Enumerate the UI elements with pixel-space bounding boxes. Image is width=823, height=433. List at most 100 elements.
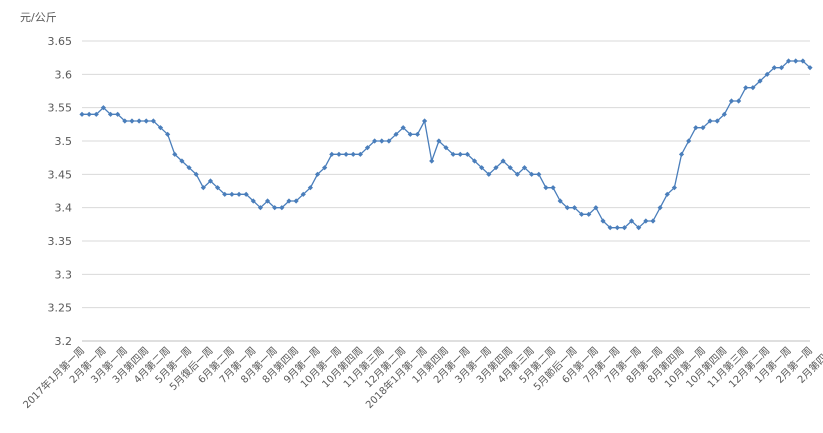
series-line — [82, 60, 811, 229]
data-point — [500, 158, 506, 164]
data-point — [728, 98, 735, 104]
data-point — [807, 65, 813, 71]
y-tick-label: 3.25 — [48, 302, 73, 315]
data-point — [300, 191, 306, 197]
data-point — [100, 105, 107, 111]
data-point — [107, 111, 114, 117]
data-point — [636, 225, 642, 231]
y-tick-label: 3.5 — [55, 135, 73, 148]
data-point — [757, 78, 763, 84]
data-point — [600, 218, 606, 224]
data-point — [457, 151, 463, 157]
data-point — [550, 185, 556, 191]
data-point — [122, 118, 128, 124]
data-point — [193, 171, 199, 177]
data-point — [350, 151, 356, 157]
data-point — [650, 218, 656, 224]
data-point — [564, 205, 570, 211]
data-point — [443, 145, 449, 151]
y-axis-ticks: 3.2 3.25 3.3 3.35 3.4 3.45 3.5 3.55 3.6 3.65 — [48, 35, 73, 348]
data-point — [607, 225, 613, 231]
data-point — [93, 111, 99, 117]
data-point — [243, 191, 249, 197]
data-point — [421, 118, 428, 124]
grid — [82, 40, 810, 309]
data-point — [400, 125, 406, 131]
x-axis-ticks: 2017年1月第一周2月第一周3月第一周3月第四周4月第二周5月第一周5月復后一… — [20, 344, 823, 411]
y-tick-label: 3.65 — [48, 35, 73, 48]
data-point — [150, 118, 156, 124]
data-point — [86, 111, 92, 117]
data-point — [764, 71, 770, 77]
data-point — [750, 85, 756, 91]
data-point — [785, 58, 792, 64]
data-point — [372, 138, 378, 144]
data-point — [407, 131, 413, 137]
data-point — [336, 151, 342, 157]
data-point — [250, 198, 256, 204]
data-point — [678, 151, 685, 157]
y-unit-label: 元/公斤 — [20, 11, 57, 24]
data-point — [536, 171, 542, 177]
data-point — [215, 185, 221, 191]
data-point — [693, 125, 699, 131]
data-point — [714, 118, 720, 124]
data-point — [136, 118, 142, 124]
data-point — [186, 165, 192, 171]
data-point — [471, 158, 478, 164]
data-point — [429, 158, 435, 164]
data-point — [507, 165, 513, 171]
data-point — [557, 198, 563, 204]
data-point — [279, 205, 285, 211]
data-point — [307, 185, 313, 191]
data-point — [200, 185, 206, 191]
data-point — [272, 205, 278, 211]
data-point — [493, 165, 499, 171]
data-point — [229, 191, 235, 197]
data-point — [621, 225, 628, 231]
data-point — [172, 151, 178, 157]
data-point — [771, 65, 777, 71]
data-point — [165, 131, 171, 137]
data-point — [579, 211, 585, 217]
y-tick-label: 3.35 — [48, 235, 73, 248]
data-point — [115, 111, 121, 117]
data-point — [236, 191, 242, 197]
data-point — [736, 98, 742, 104]
y-tick-label: 3.55 — [48, 102, 73, 115]
data-point — [329, 151, 335, 157]
data-point — [743, 85, 749, 91]
data-point — [207, 178, 214, 184]
data-point — [628, 218, 635, 224]
y-tick-label: 3.4 — [55, 202, 73, 215]
data-point — [129, 118, 135, 124]
data-point — [179, 158, 185, 164]
data-point — [143, 118, 149, 124]
data-points — [79, 58, 813, 231]
data-point — [364, 145, 371, 151]
data-point — [479, 165, 485, 171]
data-point — [314, 171, 321, 177]
data-point — [543, 185, 549, 191]
data-point — [436, 138, 442, 144]
data-point — [707, 118, 713, 124]
data-point — [514, 171, 520, 177]
data-point — [293, 198, 299, 204]
data-point — [286, 198, 292, 204]
data-point — [79, 111, 85, 117]
data-point — [521, 165, 528, 171]
data-point — [586, 211, 592, 217]
data-point — [721, 111, 727, 117]
y-tick-label: 3.6 — [55, 68, 73, 81]
y-tick-label: 3.2 — [55, 335, 73, 348]
data-point — [222, 191, 228, 197]
data-point — [657, 205, 663, 211]
data-point — [593, 205, 599, 211]
data-point — [343, 151, 349, 157]
data-point — [450, 151, 456, 157]
data-point — [386, 138, 392, 144]
data-point — [671, 185, 677, 191]
data-point — [414, 131, 421, 137]
data-point — [157, 125, 164, 131]
